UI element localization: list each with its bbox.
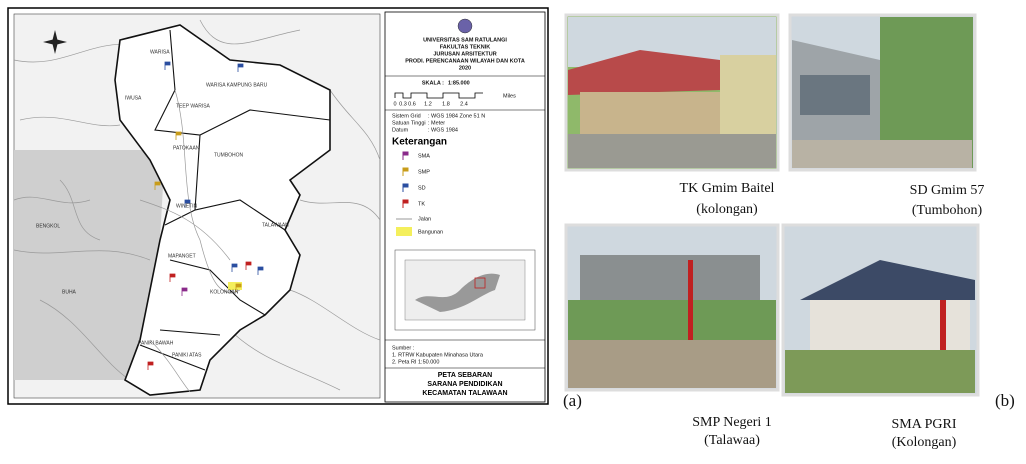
region-label: PANIKI BAWAH — [138, 340, 174, 346]
source-item: 2. Peta RI 1:50.000 — [392, 359, 439, 365]
region-label: IWUSA — [125, 95, 142, 101]
photo — [788, 13, 977, 172]
photo-caption: SMA PGRI — [892, 417, 957, 432]
photo-caption: SMP Negeri 1 — [692, 415, 772, 430]
map-title: KECAMATAN TALAWAAN — [422, 390, 507, 397]
projection-value: : WGS 1984 Zone 51 N — [428, 113, 485, 119]
photo-caption: TK Gmim Baitel — [680, 181, 775, 196]
region-label: BUHA — [62, 289, 77, 295]
title-block: PRODI. PERENCANAAN WILAYAH DAN KOTA — [405, 58, 525, 64]
region-label: BENGKOL — [36, 223, 60, 229]
source-item: 1. RTRW Kabupaten Minahasa Utara — [392, 352, 484, 358]
region-label: TUMBOHON — [214, 152, 244, 158]
region-label: WINETIN — [176, 203, 197, 209]
map-body: WARISA WARISA KAMPUNG BARU TEEP WARISA I… — [13, 13, 381, 399]
title-block: 2020 — [459, 65, 471, 71]
title-block: UNIVERSITAS SAM RATULANGI — [423, 37, 507, 43]
projection-key: Datum — [392, 127, 409, 133]
projection-value: : WGS 1984 — [428, 127, 458, 133]
panel-label: (b) — [995, 391, 1015, 410]
legend-item: SMP — [418, 169, 430, 175]
scale-tick: 0.6 — [408, 101, 416, 107]
scale-ratio: 1:85.000 — [448, 80, 470, 86]
photo — [564, 13, 780, 172]
projection-key: Satuan Tinggi — [392, 120, 426, 126]
projection-value: : Meter — [428, 120, 445, 126]
region-label: MAPANGET — [168, 253, 196, 259]
region-label: PANIKI ATAS — [172, 352, 202, 358]
scale-tick: 0.3 — [399, 101, 407, 107]
title-block: FAKULTAS TEKNIK — [440, 44, 491, 50]
scale-tick: 1.2 — [424, 101, 432, 107]
photo-caption: (kolongan) — [696, 202, 758, 217]
legend-item: Bangunan — [418, 229, 443, 235]
title-block: JURUSAN ARSITEKTUR — [433, 51, 496, 57]
photo — [781, 223, 980, 397]
legend-item: SMA — [418, 153, 430, 159]
legend-item: TK — [418, 201, 425, 207]
photo-caption: (Talawaa) — [704, 433, 760, 448]
region-label: WARISA KAMPUNG BARU — [206, 82, 268, 88]
photo-caption: (Kolongan) — [892, 435, 957, 450]
panel-label: (a) — [563, 391, 582, 410]
region-label: KOLONGAN — [210, 289, 239, 295]
projection-key: Sistem Grid — [392, 113, 421, 119]
photo — [564, 223, 780, 392]
photo-caption: (Tumbohon) — [912, 203, 983, 218]
legend-title: Keterangan — [392, 137, 447, 148]
school-markers — [147, 61, 264, 370]
region-label: PATOKAAN — [173, 145, 200, 151]
scale-tick: 2.4 — [460, 101, 468, 107]
legend-panel: UNIVERSITAS SAM RATULANGI FAKULTAS TEKNI… — [384, 11, 546, 403]
scale-tick: 0 — [393, 101, 396, 107]
photo-caption: SD Gmim 57 — [910, 183, 985, 198]
north-arrow — [43, 30, 67, 54]
region-label: TEEP WARISA — [176, 103, 211, 109]
legend-item: Jalan — [418, 216, 431, 222]
map-title: SARANA PENDIDIKAN — [427, 381, 502, 388]
map-title: PETA SEBARAN — [438, 372, 492, 379]
region-label: TALAWAAN — [262, 222, 289, 228]
sources-title: Sumber : — [392, 345, 415, 351]
region-label: WARISA — [150, 49, 170, 55]
scale-tick: 1.8 — [442, 101, 450, 107]
scale-label: SKALA : — [422, 80, 444, 86]
legend-item: SD — [418, 185, 426, 191]
scale-unit: Miles — [503, 93, 516, 99]
